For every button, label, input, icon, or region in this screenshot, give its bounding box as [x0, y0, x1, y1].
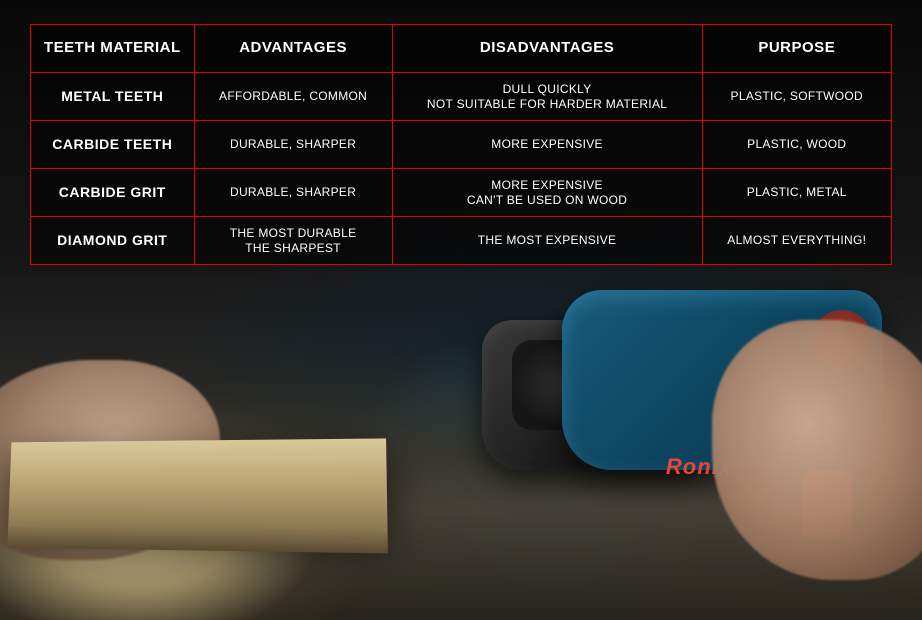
row-disadvantages: THE MOST EXPENSIVE: [392, 217, 702, 265]
row-disadvantages: MORE EXPENSIVECAN'T BE USED ON WOOD: [392, 169, 702, 217]
row-name: CARBIDE GRIT: [31, 169, 195, 217]
comparison-table: TEETH MATERIAL ADVANTAGES DISADVANTAGES …: [30, 24, 892, 265]
col-header-material: TEETH MATERIAL: [31, 25, 195, 73]
row-disadvantages: DULL QUICKLYNOT SUITABLE FOR HARDER MATE…: [392, 73, 702, 121]
table-row: CARBIDE TEETH DURABLE, SHARPER MORE EXPE…: [31, 121, 892, 169]
row-purpose: ALMOST EVERYTHING!: [702, 217, 891, 265]
col-header-advantages: ADVANTAGES: [194, 25, 392, 73]
table-row: METAL TEETH AFFORDABLE, COMMON DULL QUIC…: [31, 73, 892, 121]
row-purpose: PLASTIC, SOFTWOOD: [702, 73, 891, 121]
table-header-row: TEETH MATERIAL ADVANTAGES DISADVANTAGES …: [31, 25, 892, 73]
row-purpose: PLASTIC, WOOD: [702, 121, 891, 169]
row-name: METAL TEETH: [31, 73, 195, 121]
col-header-disadvantages: DISADVANTAGES: [392, 25, 702, 73]
comparison-table-container: TEETH MATERIAL ADVANTAGES DISADVANTAGES …: [30, 24, 892, 265]
row-name: DIAMOND GRIT: [31, 217, 195, 265]
row-advantages: DURABLE, SHARPER: [194, 169, 392, 217]
row-advantages: AFFORDABLE, COMMON: [194, 73, 392, 121]
row-advantages: THE MOST DURABLETHE SHARPEST: [194, 217, 392, 265]
row-name: CARBIDE TEETH: [31, 121, 195, 169]
wood-piece: [8, 438, 387, 532]
table-row: CARBIDE GRIT DURABLE, SHARPER MORE EXPEN…: [31, 169, 892, 217]
row-purpose: PLASTIC, METAL: [702, 169, 891, 217]
table-row: DIAMOND GRIT THE MOST DURABLETHE SHARPES…: [31, 217, 892, 265]
row-disadvantages: MORE EXPENSIVE: [392, 121, 702, 169]
row-advantages: DURABLE, SHARPER: [194, 121, 392, 169]
col-header-purpose: PURPOSE: [702, 25, 891, 73]
